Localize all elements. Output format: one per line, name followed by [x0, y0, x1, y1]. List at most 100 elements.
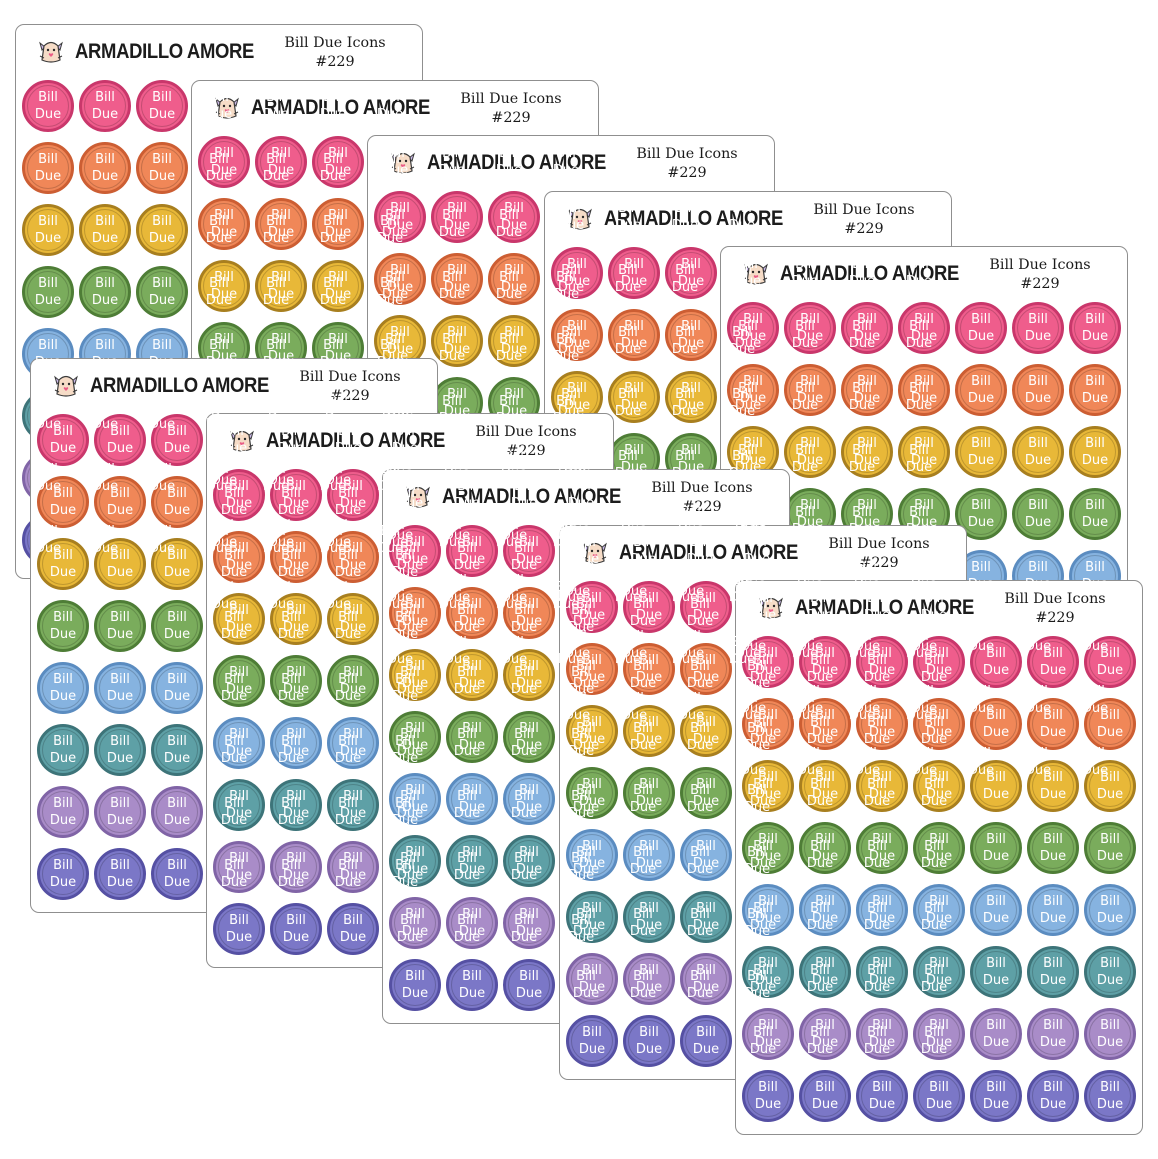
sticker-label-line2: Due [210, 473, 238, 488]
sticker-label-line2: Due [205, 479, 233, 494]
sticker-label-line2: Due [557, 218, 585, 233]
sticker-label: Bill Due [1097, 1079, 1123, 1113]
sticker-label-line1: Bill [1085, 374, 1105, 389]
sticker-label-line2: Due [515, 862, 543, 877]
sticker-label: Bill Due [92, 461, 118, 495]
sticker-label: Bill Due [968, 373, 994, 407]
sticker-label: Bill Due [812, 893, 838, 927]
sticker-label: Bill Due [812, 1079, 838, 1113]
sticker-label-line2: Due [401, 986, 429, 1001]
sticker-label-line1: Bill [95, 524, 115, 539]
sticker-label-line1: Bill [986, 956, 1006, 971]
bill-due-sticker: Bill Due [431, 253, 483, 305]
sticker-label: Bill Due [439, 579, 465, 613]
sticker-label-line1: Bill [385, 518, 405, 533]
sticker-label: Bill Due [149, 337, 175, 371]
sticker-label: Bill Due [283, 664, 309, 698]
sticker-label-line1: Bill [696, 963, 716, 978]
sticker-label-line1: Bill [747, 535, 767, 550]
sticker-label-line1: Bill [639, 839, 659, 854]
sticker-label-line2: Due [91, 293, 119, 308]
sticker-label: Bill Due [854, 559, 880, 593]
sticker-label-line1: Bill [681, 505, 701, 520]
sticker-label-line1: Bill [582, 715, 602, 730]
sticker-label: Bill Due [382, 207, 408, 241]
sticker-label: Bill Due [983, 1079, 1009, 1113]
bill-due-sticker: Bill Due [551, 247, 603, 299]
sticker-label: Bill Due [382, 579, 408, 613]
sticker-label-line2: Due [495, 597, 523, 612]
sticker-label-line2: Due [552, 411, 580, 426]
sticker-label-line2: Due [1039, 849, 1067, 864]
bill-due-sticker: Bill Due [799, 1070, 851, 1122]
brand-header: ARMADILLO AMORE [565, 202, 812, 234]
sticker-label-line1: Bill [800, 436, 820, 451]
sticker-label-line2: Due [34, 231, 62, 246]
sticker-label-line2: Due [578, 856, 606, 871]
sticker-label: Bill Due [869, 645, 895, 679]
sticker-label-line1: Bill [53, 796, 73, 811]
sticker-label-line2: Due [557, 528, 585, 543]
sticker-label-line1: Bill [499, 208, 519, 223]
sticker-label: Bill Due [268, 145, 294, 179]
sticker-label-line1: Bill [38, 400, 58, 415]
sticker-label-line1: Bill [758, 956, 778, 971]
sticker-label-line1: Bill [738, 629, 758, 644]
sticker-label-line1: Bill [732, 387, 752, 402]
sticker-label-line1: Bill [447, 201, 467, 216]
sticker-label-line2: Due [396, 496, 424, 511]
sticker-label: Bill Due [755, 1079, 781, 1113]
sticker-label-line1: Bill [675, 511, 695, 526]
sticker-label-line1: Bill [696, 1025, 716, 1040]
sticker-label: Bill Due [35, 151, 61, 185]
sticker-label: Bill Due [206, 523, 232, 557]
sticker-label-line2: Due [334, 441, 362, 456]
sticker-label: Bill Due [849, 318, 875, 352]
sticker-label-line1: Bill [795, 505, 815, 520]
sticker-label-line2: Due [905, 584, 933, 599]
sticker-label-line1: Bill [971, 498, 991, 513]
bill-due-sticker: Bill Due [1027, 884, 1079, 936]
sticker-label-line1: Bill [390, 325, 410, 340]
sticker-label-line1: Bill [582, 839, 602, 854]
bill-due-sticker: Bill Due [623, 1015, 675, 1067]
sticker-label-line1: Bill [914, 374, 934, 389]
sticker-label-line1: Bill [872, 1018, 892, 1033]
sticker-label-line2: Due [443, 280, 471, 295]
sticker-label-line2: Due [692, 794, 720, 809]
sticker-label-line2: Due [925, 973, 953, 988]
sticker-label: Bill Due [558, 262, 584, 296]
sticker-label-line1: Bill [390, 573, 410, 588]
armadillo-logo-icon [39, 41, 63, 63]
sticker-label-line2: Due [868, 663, 896, 678]
bill-due-sticker: Bill Due [94, 600, 146, 652]
sticker-label-line2: Due [267, 349, 295, 364]
sticker-label-line2: Due [282, 868, 310, 883]
sticker-label-line2: Due [443, 528, 471, 543]
sticker-label-line2: Due [106, 441, 134, 456]
sticker-label-line2: Due [376, 541, 404, 556]
sticker-label-line1: Bill [457, 479, 477, 494]
sticker-label: Bill Due [579, 776, 605, 810]
sticker-label: Bill Due [382, 269, 408, 303]
sticker-label-line1: Bill [738, 567, 758, 582]
sticker-label: Bill Due [221, 423, 247, 457]
bill-due-sticker: Bill Due [680, 1015, 732, 1067]
sticker-label-line1: Bill [442, 580, 462, 595]
sticker-label-line1: Bill [675, 573, 695, 588]
sticker-label-line1: Bill [738, 319, 758, 334]
sticker-label-line2: Due [967, 391, 995, 406]
sticker-label-line2: Due [515, 614, 543, 629]
sticker-label-line2: Due [148, 231, 176, 246]
sticker-label-line1: Bill [1028, 622, 1048, 637]
sticker-label: Bill Due [579, 1024, 605, 1058]
sticker-label: Bill Due [206, 151, 232, 185]
sticker-label-line1: Bill [328, 146, 348, 161]
sticker-label: Bill Due [263, 89, 289, 123]
sticker-label: Bill Due [735, 504, 761, 538]
sticker-label-line2: Due [381, 535, 409, 550]
sticker-label: Bill Due [573, 534, 599, 568]
sticker-label-line2: Due [163, 875, 191, 890]
sticker-label: Bill Due [792, 256, 818, 290]
sticker-label: Bill Due [377, 523, 403, 557]
